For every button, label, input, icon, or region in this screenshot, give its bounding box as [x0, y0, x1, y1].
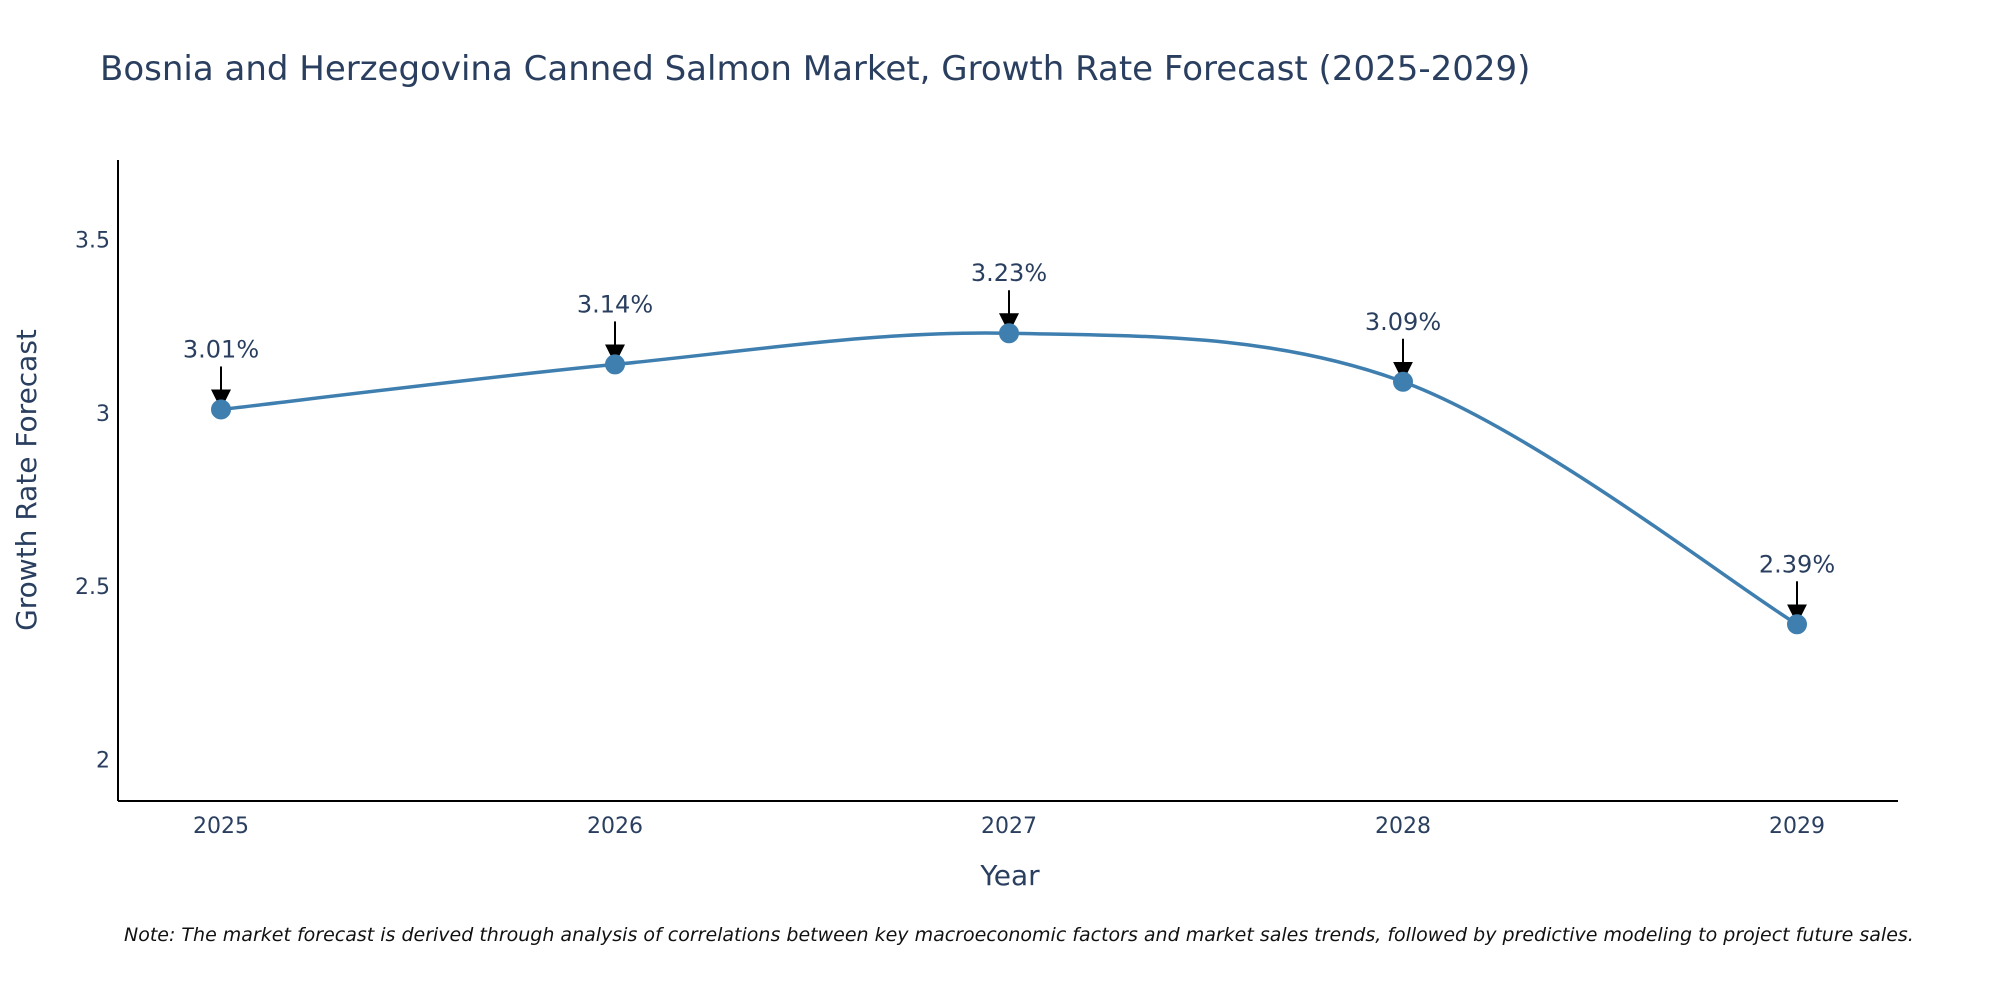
x-tick-label: 2029 — [1769, 814, 1825, 839]
data-point[interactable] — [211, 399, 231, 420]
chart-footnote: Note: The market forecast is derived thr… — [124, 924, 1914, 946]
data-label: 3.14% — [577, 290, 653, 318]
data-label: 3.23% — [971, 259, 1047, 287]
data-point[interactable] — [999, 323, 1019, 344]
x-tick-label: 2026 — [587, 814, 643, 839]
data-label: 3.01% — [183, 335, 259, 363]
y-tick-label: 3 — [96, 402, 110, 427]
y-tick-label: 2.5 — [75, 575, 110, 600]
x-tick-label: 2025 — [193, 814, 249, 839]
y-tick-label: 3.5 — [75, 229, 110, 254]
data-label: 2.39% — [1759, 550, 1835, 578]
x-tick-label: 2028 — [1375, 814, 1431, 839]
x-tick-label: 2027 — [981, 814, 1037, 839]
series-line — [219, 331, 1799, 627]
y-axis-title: Growth Rate Forecast — [10, 329, 43, 631]
data-label: 3.09% — [1365, 308, 1441, 336]
plot-area: 2 2.5 3 3.5 2025 2026 2027 2028 2029 3.01% 3.14% 3.… — [75, 229, 1835, 839]
y-tick-label: 2 — [96, 748, 110, 773]
data-point[interactable] — [605, 354, 625, 375]
data-point[interactable] — [1787, 614, 1807, 635]
chart-title: Bosnia and Herzegovina Canned Salmon Mar… — [100, 49, 1530, 89]
data-point[interactable] — [1393, 371, 1413, 392]
x-axis-title: Year — [979, 859, 1040, 892]
